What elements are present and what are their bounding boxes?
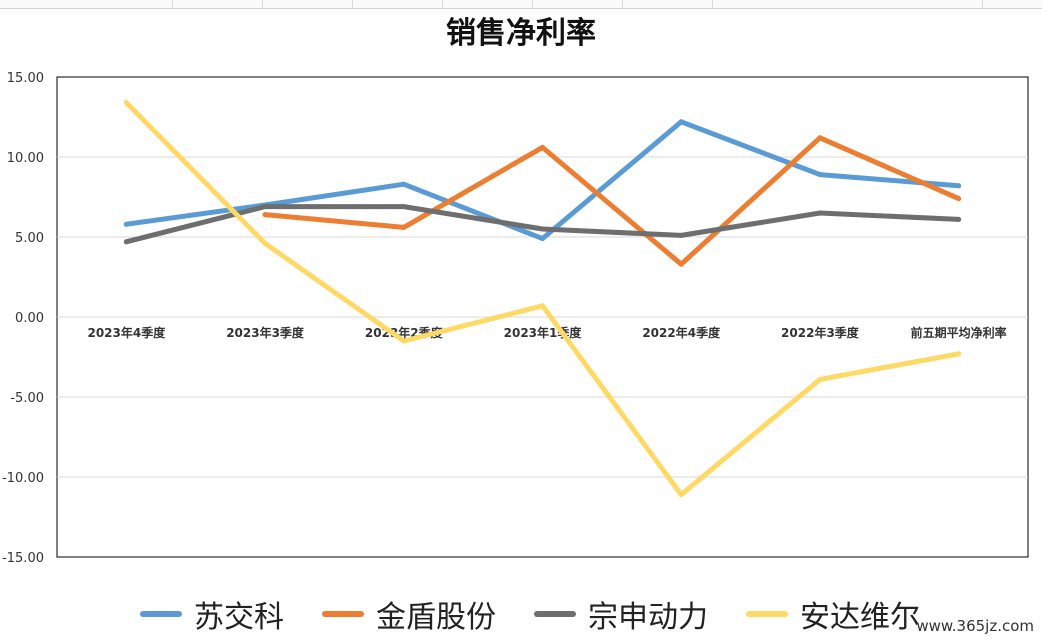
legend-label: 苏交科 [194,600,284,635]
x-category-label: 前五期平均净利率 [911,325,1007,340]
data-point [540,144,545,150]
spreadsheet-cell [622,0,713,8]
data-point [678,119,684,125]
data-point [956,216,962,222]
data-point [401,181,407,187]
spreadsheet-top-strip [0,0,1042,9]
data-point [540,236,545,242]
legend-label: 金盾股份 [376,600,496,635]
data-point [262,204,268,210]
legend-swatch [534,611,576,617]
y-tick-label: 0.00 [15,311,44,326]
data-point [956,351,962,357]
y-tick-label: -15.00 [2,551,44,566]
legend-item: 安达维尔 [746,592,920,636]
x-category-label: 2023年3季度 [226,325,305,340]
legend-swatch [140,611,182,617]
data-point [956,183,962,189]
chart-legend: 苏交科 金盾股份 宗申动力 安达维尔 [140,592,920,636]
spreadsheet-cell [262,0,353,8]
spreadsheet-cell [352,0,443,8]
legend-swatch [322,611,364,617]
data-point [401,224,407,230]
legend-item: 苏交科 [140,592,284,636]
data-point [678,492,684,498]
x-category-label: 2023年4季度 [87,325,166,340]
legend-item: 金盾股份 [322,592,496,636]
data-point [262,212,268,218]
data-point [956,196,962,202]
data-point [123,239,129,245]
data-point [817,135,823,141]
y-tick-label: 15.00 [7,71,44,86]
legend-item: 宗申动力 [534,592,708,636]
x-category-label: 2023年1季度 [504,325,583,340]
y-tick-label: 10.00 [7,151,44,166]
legend-swatch [746,611,788,617]
y-tick-label: -5.00 [10,391,44,406]
data-point [678,232,684,238]
legend-label: 安达维尔 [800,600,920,635]
chart-title: 销售净利率 [446,16,596,51]
x-category-label: 2022年4季度 [642,325,721,340]
data-point [817,376,823,382]
data-point [540,303,545,309]
x-category-label: 2022年3季度 [781,325,860,340]
y-tick-label: 5.00 [15,231,44,246]
data-point [678,261,684,267]
watermark: www.365jz.com [916,617,1034,635]
data-point [817,172,823,178]
spreadsheet-cell [0,0,173,8]
spreadsheet-cell [172,0,263,8]
spreadsheet-cell [712,0,983,8]
data-point [401,204,407,210]
spreadsheet-cell [532,0,623,8]
series-line-2 [262,135,962,267]
y-tick-label: -10.00 [2,471,44,486]
data-point [123,100,129,106]
data-point [401,338,407,344]
data-point [817,210,823,216]
data-point [262,240,268,246]
legend-label: 宗申动力 [588,600,708,635]
spreadsheet-cell [442,0,533,8]
data-point [123,221,129,227]
data-point [540,226,545,232]
